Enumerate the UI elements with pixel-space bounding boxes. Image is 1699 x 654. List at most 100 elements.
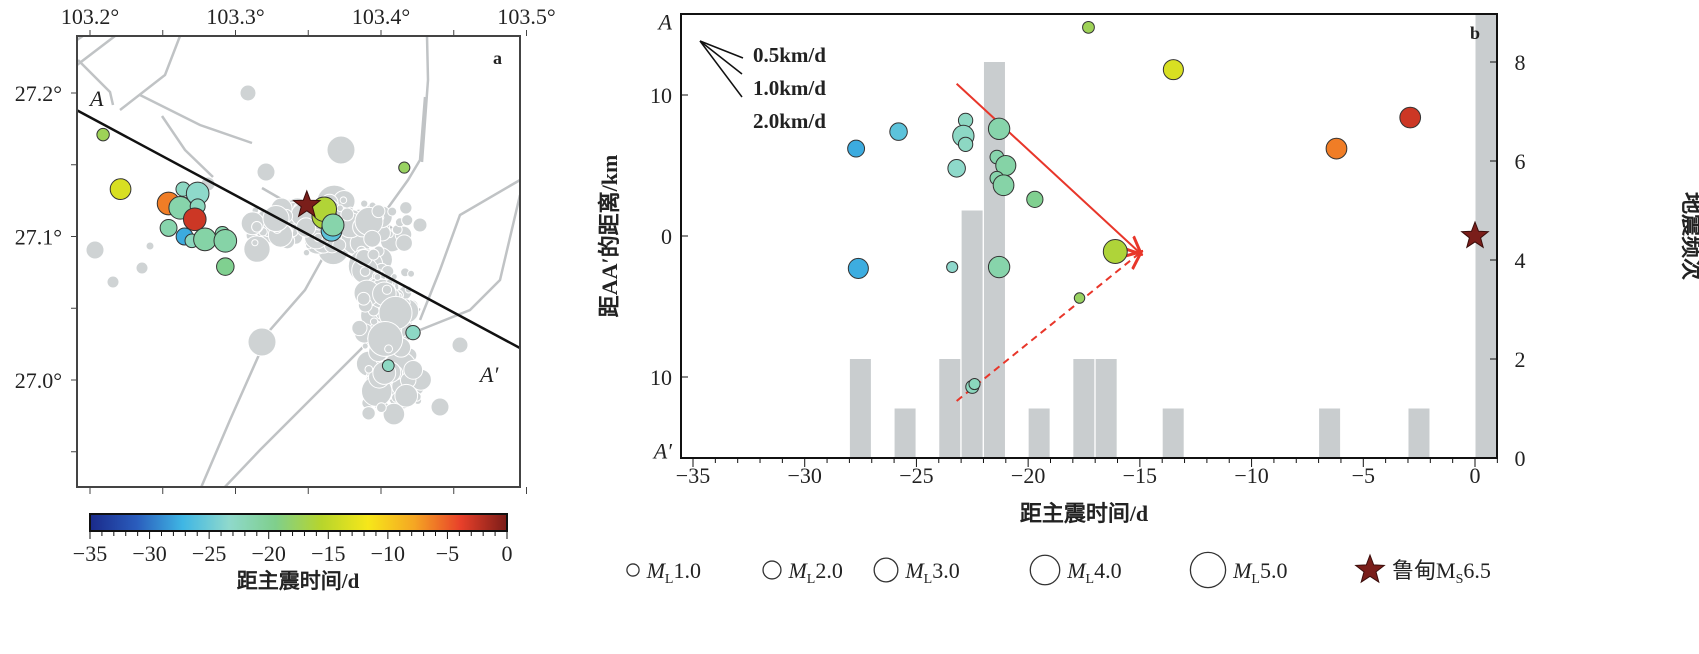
legend-label: ML1.0 bbox=[646, 558, 701, 587]
x-tick-label: 103.2° bbox=[61, 4, 119, 29]
legend-magnitude-circle bbox=[1029, 554, 1061, 586]
legend-label-value: 1.0 bbox=[673, 558, 701, 583]
background-aftershock bbox=[339, 196, 348, 205]
mainshock-star-icon bbox=[292, 189, 322, 218]
background-aftershock bbox=[351, 319, 368, 337]
legend-magnitude-circle bbox=[626, 563, 640, 577]
map-frame bbox=[76, 35, 521, 488]
legend-magnitude-circle bbox=[762, 560, 782, 580]
fault-line bbox=[383, 96, 427, 213]
time-distance-event-point bbox=[946, 260, 959, 274]
velocity-line-2.0 bbox=[699, 40, 743, 98]
legend-magnitude-circle bbox=[1189, 551, 1227, 589]
map-event-point bbox=[159, 218, 178, 237]
map-event-point bbox=[213, 228, 238, 253]
x-tick-label: −30 bbox=[788, 463, 822, 488]
background-aftershock bbox=[381, 284, 393, 295]
histogram-bar bbox=[1319, 408, 1341, 458]
x-tick-label: −35 bbox=[676, 463, 710, 488]
histogram-bar bbox=[894, 408, 916, 458]
time-distance-event-point bbox=[1325, 137, 1348, 160]
y2-tick-label: 4 bbox=[1515, 248, 1526, 273]
legend-label-sub: L bbox=[807, 572, 816, 587]
y-tick-label: A′ bbox=[652, 438, 673, 463]
legend-label-sub: L bbox=[1251, 572, 1260, 587]
y2-tick-label: 6 bbox=[1515, 149, 1526, 174]
fault-line bbox=[199, 244, 332, 487]
background-aftershock bbox=[395, 234, 413, 252]
time-distance-event-point bbox=[1102, 239, 1128, 264]
colorbar-tick-label: −35 bbox=[73, 541, 107, 566]
map-event-point bbox=[193, 227, 217, 252]
time-distance-event-point bbox=[889, 122, 908, 141]
legend-label-value: 4.0 bbox=[1094, 558, 1122, 583]
panel-label-b: b bbox=[1470, 23, 1480, 43]
background-aftershock bbox=[364, 364, 374, 374]
background-aftershock bbox=[407, 269, 416, 278]
colorbar-label: 距主震时间/d bbox=[237, 569, 360, 593]
x-tick-label: −5 bbox=[1352, 463, 1375, 488]
legend-label-sub: L bbox=[924, 572, 933, 587]
velocity-legend-label: 0.5km/d bbox=[753, 43, 826, 67]
background-aftershock bbox=[85, 240, 105, 260]
legend-label-m: M bbox=[1066, 558, 1087, 583]
map-event-point bbox=[398, 161, 411, 174]
histogram-bar bbox=[1162, 408, 1184, 458]
fault-line bbox=[119, 36, 182, 111]
map-event-point bbox=[216, 257, 235, 276]
time-distance-event-point bbox=[1399, 106, 1422, 129]
x-tick-label: 103.4° bbox=[352, 4, 410, 29]
time-distance-event-point bbox=[847, 257, 869, 279]
background-aftershock bbox=[412, 217, 428, 233]
background-aftershock bbox=[371, 204, 386, 219]
time-distance-event-point bbox=[1073, 292, 1086, 304]
background-aftershock bbox=[363, 229, 382, 248]
migration-arrow-solid bbox=[955, 82, 1140, 253]
legend-label: 鲁甸MS6.5 bbox=[1392, 558, 1491, 587]
x-tick-label: −10 bbox=[1234, 463, 1268, 488]
background-aftershock bbox=[326, 135, 356, 165]
y-tick-label: 0 bbox=[661, 224, 672, 249]
background-aftershock bbox=[373, 273, 382, 281]
velocity-line-0.5 bbox=[699, 40, 744, 59]
map-event-point bbox=[381, 359, 395, 373]
x-axis-label: 距主震时间/d bbox=[1020, 501, 1148, 526]
profile-label-a-prime: A′ bbox=[478, 362, 499, 387]
background-aftershock bbox=[361, 342, 369, 350]
y-tick-label: 27.1° bbox=[15, 225, 62, 250]
histogram-bar bbox=[1475, 14, 1497, 458]
y-tick-label: 10 bbox=[650, 365, 672, 390]
mainshock-star-icon bbox=[1460, 220, 1490, 249]
background-aftershock bbox=[340, 207, 355, 222]
legend-label-m: M bbox=[646, 558, 667, 583]
map-event-point bbox=[321, 213, 345, 237]
background-aftershock bbox=[403, 359, 424, 380]
y-tick-label: A bbox=[657, 10, 673, 35]
histogram-bar bbox=[1073, 359, 1095, 458]
legend-label-value: 6.5 bbox=[1463, 558, 1491, 583]
legend-label-m: M bbox=[787, 558, 808, 583]
y2-tick-label: 2 bbox=[1515, 347, 1526, 372]
colorbar-tick-label: −30 bbox=[132, 541, 166, 566]
background-aftershock bbox=[106, 275, 120, 289]
legend-label-sub: S bbox=[1456, 572, 1464, 587]
histogram-bar bbox=[1095, 359, 1117, 458]
background-aftershock bbox=[251, 239, 259, 247]
background-aftershock bbox=[251, 221, 263, 233]
velocity-legend-label: 2.0km/d bbox=[753, 109, 826, 133]
legend-label-m: M bbox=[904, 558, 925, 583]
background-aftershock bbox=[382, 402, 406, 426]
colorbar-tick-label: −20 bbox=[252, 541, 286, 566]
fault-line bbox=[77, 59, 115, 106]
background-aftershock bbox=[256, 162, 276, 182]
background-aftershock bbox=[359, 266, 371, 277]
background-aftershock bbox=[451, 336, 469, 354]
x-tick-label: −25 bbox=[899, 463, 933, 488]
legend-label-m: 鲁甸M bbox=[1392, 558, 1456, 583]
y-axis-label: 距AA′的距离/km bbox=[597, 155, 622, 318]
histogram-bar bbox=[849, 359, 871, 458]
background-aftershock bbox=[360, 199, 369, 208]
histogram-bar bbox=[961, 210, 983, 458]
legend-label: ML3.0 bbox=[904, 558, 959, 587]
